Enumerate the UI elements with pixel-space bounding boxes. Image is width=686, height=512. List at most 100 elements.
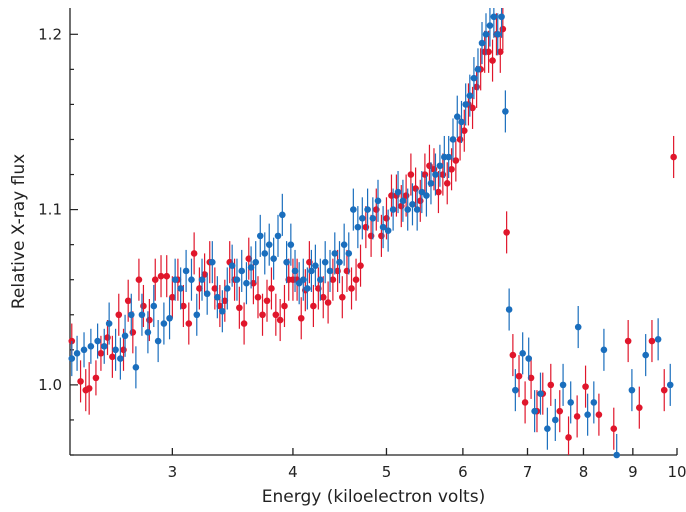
data-point	[115, 293, 123, 336]
data-marker	[407, 171, 415, 178]
data-marker	[236, 304, 243, 312]
data-marker	[304, 285, 311, 292]
data-marker	[452, 157, 460, 164]
data-marker	[180, 302, 187, 310]
data-point	[326, 249, 334, 292]
data-marker	[567, 399, 575, 406]
data-marker	[489, 57, 496, 64]
data-point	[503, 211, 510, 254]
data-marker	[326, 267, 334, 275]
data-marker	[559, 381, 567, 389]
data-point	[180, 284, 187, 328]
data-marker	[259, 311, 266, 319]
data-point	[97, 335, 105, 371]
data-point	[276, 298, 284, 342]
data-marker	[544, 425, 551, 433]
data-point	[636, 386, 643, 429]
data-point	[452, 139, 460, 182]
data-marker	[384, 227, 392, 234]
data-marker	[427, 179, 435, 187]
data-point	[283, 241, 290, 284]
data-marker	[416, 197, 424, 205]
data-marker	[547, 381, 555, 389]
data-marker	[505, 306, 513, 313]
data-marker	[308, 267, 315, 275]
data-point	[169, 276, 176, 319]
data-point	[291, 249, 299, 292]
data-marker	[216, 302, 224, 310]
data-marker	[394, 188, 402, 196]
data-marker	[378, 232, 385, 240]
data-marker	[238, 267, 246, 275]
data-point	[265, 223, 273, 266]
data-marker	[154, 337, 162, 345]
data-point	[127, 293, 135, 336]
data-marker	[151, 276, 159, 284]
data-marker	[140, 302, 147, 310]
data-marker	[80, 346, 88, 354]
data-marker	[432, 171, 439, 178]
data-marker	[92, 374, 100, 382]
data-marker	[166, 314, 173, 322]
data-point	[590, 381, 598, 424]
data-marker	[188, 276, 195, 284]
data-marker	[214, 293, 221, 301]
data-point	[272, 293, 280, 336]
data-marker	[551, 416, 559, 424]
series-1	[68, 8, 674, 459]
data-marker	[590, 399, 598, 406]
data-marker	[412, 185, 419, 192]
data-point	[374, 179, 382, 222]
data-marker	[109, 353, 116, 361]
data-point	[445, 135, 452, 179]
data-point	[240, 302, 248, 345]
data-point	[279, 193, 286, 236]
x-tick-label-6: 6	[458, 463, 468, 481]
data-marker	[413, 206, 421, 213]
data-point	[270, 237, 277, 280]
data-point	[245, 237, 253, 280]
data-point	[409, 183, 416, 226]
data-point	[100, 328, 108, 364]
data-point	[498, 8, 505, 38]
data-point	[610, 407, 618, 450]
data-marker	[177, 285, 184, 292]
data-marker	[254, 293, 262, 301]
data-marker	[132, 364, 140, 371]
data-point	[196, 267, 203, 310]
data-point	[121, 314, 129, 357]
data-marker	[462, 101, 469, 108]
data-point	[157, 255, 165, 298]
data-marker	[138, 311, 146, 319]
data-point	[214, 276, 221, 319]
data-marker	[268, 285, 275, 292]
data-point	[247, 246, 255, 289]
data-point	[132, 346, 140, 389]
data-point	[369, 197, 377, 240]
data-marker	[120, 346, 127, 354]
data-point	[201, 253, 208, 296]
data-point	[490, 8, 498, 38]
data-marker	[364, 206, 371, 213]
data-marker	[582, 383, 589, 390]
data-point	[547, 363, 555, 406]
data-marker	[121, 332, 129, 340]
data-point	[160, 302, 168, 345]
data-marker	[160, 320, 168, 327]
data-point	[432, 153, 439, 196]
data-point	[263, 279, 271, 322]
data-marker	[283, 258, 290, 266]
data-point	[151, 258, 159, 301]
data-marker	[474, 66, 482, 73]
data-marker	[117, 355, 124, 362]
data-point	[573, 395, 581, 438]
data-point	[109, 335, 116, 378]
data-marker	[100, 343, 108, 350]
data-marker	[421, 171, 429, 178]
data-point	[418, 171, 426, 214]
data-point	[73, 335, 81, 371]
data-marker	[331, 250, 339, 257]
data-marker	[512, 386, 519, 394]
data-marker	[299, 276, 307, 284]
data-marker	[321, 258, 329, 266]
